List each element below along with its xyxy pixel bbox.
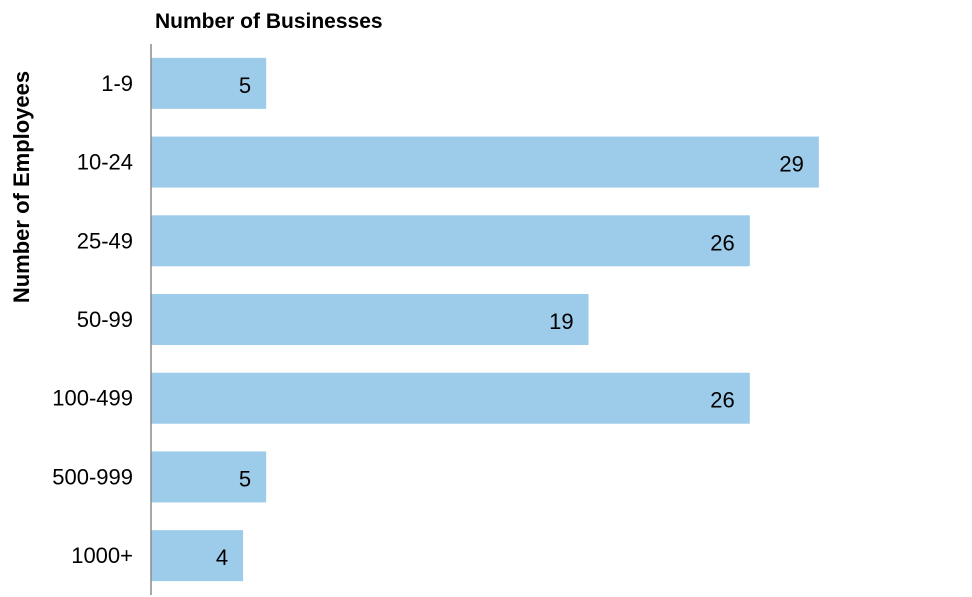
category-label: 500-999 <box>52 464 133 489</box>
category-labels-group: 1-9 10-24 25-49 50-99 100-499 500-999 1000+ <box>52 71 133 568</box>
category-label: 1-9 <box>101 71 133 96</box>
data-label: 26 <box>710 230 734 255</box>
data-labels-group: 5 29 26 19 26 5 4 <box>216 73 804 570</box>
y-axis-title: Number of Employees <box>9 71 34 303</box>
bar-10-24 <box>151 136 819 188</box>
bar-100-499 <box>151 372 750 424</box>
category-label: 50-99 <box>77 307 133 332</box>
bar-50-99 <box>151 294 589 345</box>
data-label: 5 <box>239 73 251 98</box>
category-label: 1000+ <box>71 543 133 568</box>
data-label: 5 <box>239 466 251 491</box>
bars-group <box>151 57 819 582</box>
data-label: 4 <box>216 545 228 570</box>
bar-1000+ <box>151 530 244 582</box>
bar-25-49 <box>151 215 750 267</box>
category-label: 100-499 <box>52 386 133 411</box>
bar-500-999 <box>151 451 267 503</box>
data-label: 19 <box>549 309 573 334</box>
data-label: 26 <box>710 388 734 413</box>
bar-1-9 <box>151 57 267 109</box>
category-label: 25-49 <box>77 228 133 253</box>
x-axis-title: Number of Businesses <box>155 10 383 33</box>
category-label: 10-24 <box>77 150 133 175</box>
data-label: 29 <box>779 152 803 177</box>
